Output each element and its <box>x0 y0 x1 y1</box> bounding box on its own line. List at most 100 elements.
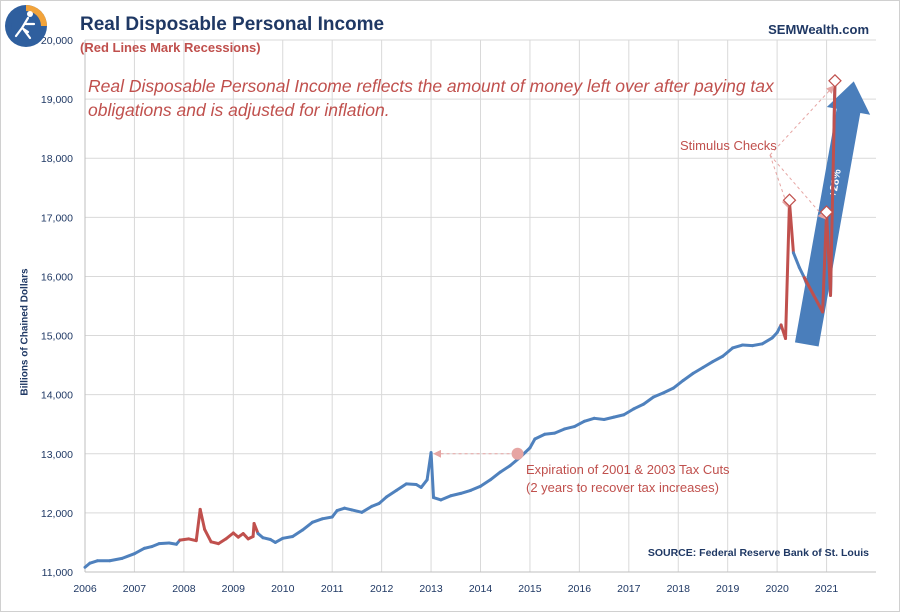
line-segment <box>120 552 136 560</box>
x-tick-label: 2021 <box>815 583 839 595</box>
y-tick-label: 13,000 <box>41 449 73 461</box>
y-tick-label: 11,000 <box>42 567 73 579</box>
recession-segment <box>802 276 825 314</box>
line-segment <box>320 515 334 521</box>
line-segment <box>429 451 436 500</box>
line-segment <box>543 431 557 436</box>
y-tick-label: 16,000 <box>41 271 73 283</box>
line-segment <box>563 425 576 431</box>
annotation-markers <box>433 73 842 460</box>
line-segment <box>350 508 364 514</box>
line-segment <box>439 494 453 502</box>
x-tick-label: 2018 <box>667 583 691 595</box>
income-series <box>83 79 837 569</box>
line-segment <box>533 432 547 441</box>
chart-subtitle: (Red Lines Mark Recessions) <box>80 40 261 55</box>
line-segment <box>157 541 171 546</box>
stimulus-pointer <box>769 154 826 220</box>
x-axis-ticks: 2006 2007 2008 2009 2010 2011 2012 2013 2014 2015… <box>73 583 838 595</box>
line-segment <box>469 484 482 492</box>
x-tick-label: 2016 <box>568 583 592 595</box>
x-tick-label: 2013 <box>419 583 443 595</box>
line-segment <box>691 365 705 375</box>
annotation-tax-cuts-line-2: (2 years to recover tax increases) <box>526 480 719 495</box>
line-segment <box>622 407 636 417</box>
line-segment <box>671 378 685 390</box>
recession-segment <box>829 79 837 297</box>
line-segment <box>488 470 502 482</box>
line-segment <box>642 395 656 406</box>
line-segment <box>310 517 324 524</box>
x-tick-label: 2020 <box>765 583 789 595</box>
line-segment <box>731 343 745 350</box>
line-segment <box>701 360 715 369</box>
line-segment <box>385 488 398 499</box>
y-tick-label: 19,000 <box>41 94 73 106</box>
line-segment <box>632 402 646 411</box>
line-segment <box>479 478 492 488</box>
x-tick-label: 2011 <box>321 583 344 595</box>
line-segment <box>498 464 512 474</box>
recession-segment <box>194 507 202 543</box>
recession-segment <box>203 527 213 544</box>
line-segment <box>419 478 429 489</box>
line-segment <box>602 415 616 421</box>
line-segment <box>394 482 408 492</box>
recession-segment <box>784 200 791 341</box>
line-segment <box>459 488 473 495</box>
annotation-tax-cuts: Expiration of 2001 & 2003 Tax Cuts (2 ye… <box>526 461 730 497</box>
line-segment <box>291 528 305 539</box>
source-note: SOURCE: Federal Reserve Bank of St. Loui… <box>647 547 869 559</box>
line-segment <box>301 520 314 532</box>
x-tick-label: 2012 <box>370 583 394 595</box>
line-segment <box>741 343 754 348</box>
stimulus-marker <box>782 193 797 208</box>
stimulus-marker <box>819 205 834 219</box>
y-axis-ticks: 11,000 12,000 13,000 14,000 15,000 16,000 17,0… <box>41 35 73 579</box>
x-tick-label: 2017 <box>617 583 641 595</box>
y-tick-label: 17,000 <box>41 212 73 224</box>
x-tick-label: 2007 <box>123 583 147 595</box>
line-segment <box>721 346 735 358</box>
recession-segment <box>198 507 207 531</box>
line-segment <box>750 342 764 348</box>
line-segment <box>108 556 124 563</box>
line-segment <box>528 437 537 450</box>
line-segment <box>711 354 725 364</box>
line-segment <box>281 535 295 540</box>
grid-lines <box>84 39 876 573</box>
line-segment <box>612 413 626 419</box>
y-tick-label: 12,000 <box>41 508 73 520</box>
semwealth-runner-logo-icon <box>5 5 47 47</box>
y-tick-label: 14,000 <box>41 390 73 402</box>
line-segment <box>404 482 418 487</box>
annotation-stimulus-checks: Stimulus Checks <box>680 138 777 153</box>
recession-segment <box>224 531 235 541</box>
x-tick-label: 2015 <box>518 583 542 595</box>
line-segment <box>377 495 389 505</box>
line-segment <box>572 419 586 429</box>
x-tick-label: 2019 <box>716 583 740 595</box>
x-tick-label: 2010 <box>271 583 295 595</box>
annotation-tax-cuts-line-1: Expiration of 2001 & 2003 Tax Cuts <box>526 462 730 477</box>
x-tick-label: 2009 <box>222 583 246 595</box>
line-segment <box>592 416 606 421</box>
line-segment <box>661 386 675 395</box>
line-segment <box>449 491 463 498</box>
line-segment <box>582 416 596 423</box>
line-segment <box>360 504 374 514</box>
x-tick-label: 2006 <box>73 583 97 595</box>
y-tick-label: 18,000 <box>41 153 73 165</box>
line-segment <box>797 266 806 280</box>
chart-description: Real Disposable Personal Income reflects… <box>88 76 774 120</box>
line-segment <box>681 371 695 382</box>
line-segment <box>553 427 567 435</box>
y-axis-label: Billions of Chained Dollars <box>19 268 31 396</box>
y-tick-label: 20,000 <box>41 35 73 47</box>
tax-cut-marker <box>511 447 524 460</box>
recession-segment <box>787 200 795 255</box>
recession-segment <box>252 522 260 536</box>
